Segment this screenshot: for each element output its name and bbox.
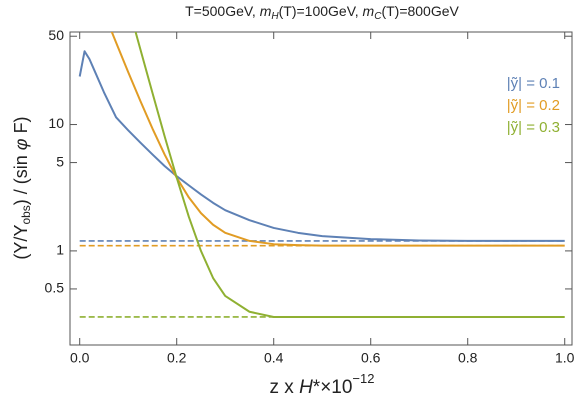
legend-label: |ỹ| = 0.2 bbox=[507, 97, 560, 114]
y-tick-label: 1 bbox=[56, 242, 64, 258]
x-tick-label: 0.0 bbox=[70, 350, 90, 366]
chart-title: T=500GeV, mH(T)=100GeV, mC(T)=800GeV bbox=[185, 3, 459, 22]
title-part: (T)=100GeV, bbox=[279, 3, 363, 19]
title-part: (T)=800GeV bbox=[381, 3, 459, 19]
plot-area bbox=[78, 32, 565, 318]
label-part: *×10 bbox=[313, 377, 353, 398]
x-tick-label: 0.4 bbox=[264, 350, 284, 366]
title-part: H bbox=[271, 11, 279, 22]
title-part: T=500GeV, bbox=[185, 3, 260, 19]
series-line bbox=[110, 32, 565, 247]
y-tick-label: 10 bbox=[48, 115, 64, 131]
label-part: −12 bbox=[352, 371, 374, 386]
x-axis-label: z x H*×10−12 bbox=[270, 371, 375, 398]
title-part: C bbox=[374, 11, 382, 22]
series-line bbox=[78, 50, 565, 242]
series-line bbox=[134, 32, 565, 318]
title-part: m bbox=[363, 3, 375, 19]
title-part: m bbox=[260, 3, 272, 19]
label-part: H bbox=[299, 377, 313, 398]
x-tick-label: 0.6 bbox=[361, 350, 381, 366]
x-tick-label: 0.2 bbox=[167, 350, 187, 366]
label-part: φ bbox=[11, 138, 31, 150]
label-part: (Y/Y bbox=[11, 225, 31, 260]
y-axis-label: (Y/Yobs) / (sin φ F) bbox=[11, 116, 33, 259]
label-part: obs bbox=[19, 205, 33, 224]
y-tick-label: 0.5 bbox=[45, 280, 65, 296]
x-tick-label: 1.0 bbox=[555, 350, 575, 366]
plot-frame bbox=[69, 31, 573, 346]
label-part: ) / (sin bbox=[11, 150, 31, 205]
label-part: F) bbox=[11, 116, 31, 138]
y-tick-label: 5 bbox=[56, 153, 64, 169]
label-part: z x bbox=[270, 377, 300, 398]
y-tick-label: 50 bbox=[48, 27, 64, 43]
x-tick-label: 0.8 bbox=[458, 350, 478, 366]
legend-label: |ỹ| = 0.1 bbox=[507, 75, 560, 92]
legend-label: |ỹ| = 0.3 bbox=[507, 119, 560, 136]
